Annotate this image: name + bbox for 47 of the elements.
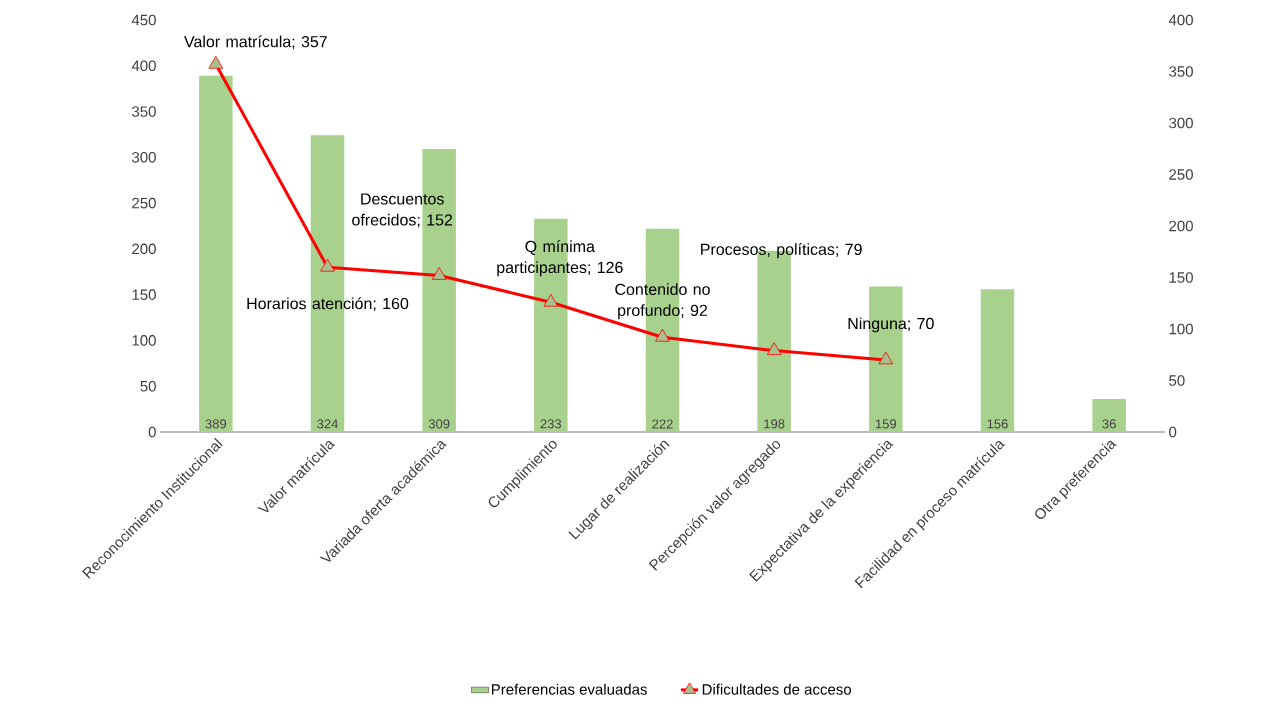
y2-tick-label: 400: [1168, 14, 1193, 26]
annotation: Q mínima participantes; 126: [497, 240, 623, 277]
point: [431, 267, 447, 280]
y2-tick-label: 250: [1169, 169, 1193, 180]
data-label: 198: [764, 419, 785, 429]
annotation: Descuentos ofrecidos; 152: [352, 193, 453, 228]
data-label: 389: [205, 419, 227, 429]
data-label: 156: [987, 419, 1008, 429]
y2-tick-label: 100: [1169, 323, 1193, 335]
point: [766, 342, 782, 356]
data-label: 309: [428, 419, 450, 429]
data-label: 36: [1102, 419, 1116, 429]
annotation: Contenido no profundo; 92: [615, 283, 710, 320]
data-label: 159: [875, 419, 897, 429]
y-tick-label: 250: [132, 197, 156, 209]
annotation: Horarios atención; 160: [247, 297, 409, 312]
y2-tick-label: 300: [1169, 117, 1193, 129]
point: [655, 328, 670, 342]
y-tick-label: 0: [148, 426, 156, 438]
y-tick-label: 50: [140, 380, 156, 392]
legend-label: Preferencias evaluadas: [492, 683, 647, 695]
annotation: Valor matrícula; 357: [184, 35, 327, 50]
point: [208, 55, 224, 69]
annotation: Ninguna; 70: [848, 317, 934, 333]
point: [543, 293, 559, 307]
y-tick-label: 300: [132, 152, 156, 163]
bar: [980, 289, 1015, 432]
legend-label: Dificultades de acceso: [702, 683, 852, 695]
bar: [199, 75, 233, 432]
data-label: 324: [317, 419, 338, 429]
y2-tick-label: 0: [1169, 426, 1177, 438]
point: [320, 258, 335, 272]
y-tick-label: 100: [132, 335, 156, 346]
y-tick-label: 450: [131, 14, 156, 26]
y-tick-label: 200: [132, 243, 156, 255]
y-tick-label: 150: [132, 289, 156, 300]
y2-tick-label: 350: [1169, 66, 1193, 77]
y2-tick-label: 50: [1169, 375, 1185, 386]
y-tick-label: 400: [131, 60, 156, 72]
data-label: 233: [540, 419, 562, 429]
y-tick-label: 350: [132, 106, 156, 117]
point: [878, 351, 894, 365]
bar: [1092, 399, 1126, 432]
y2-tick-label: 150: [1169, 272, 1193, 283]
annotation: Procesos, políticas; 79: [701, 243, 862, 259]
y2-tick-label: 200: [1169, 220, 1193, 232]
data-label: 222: [652, 419, 673, 429]
